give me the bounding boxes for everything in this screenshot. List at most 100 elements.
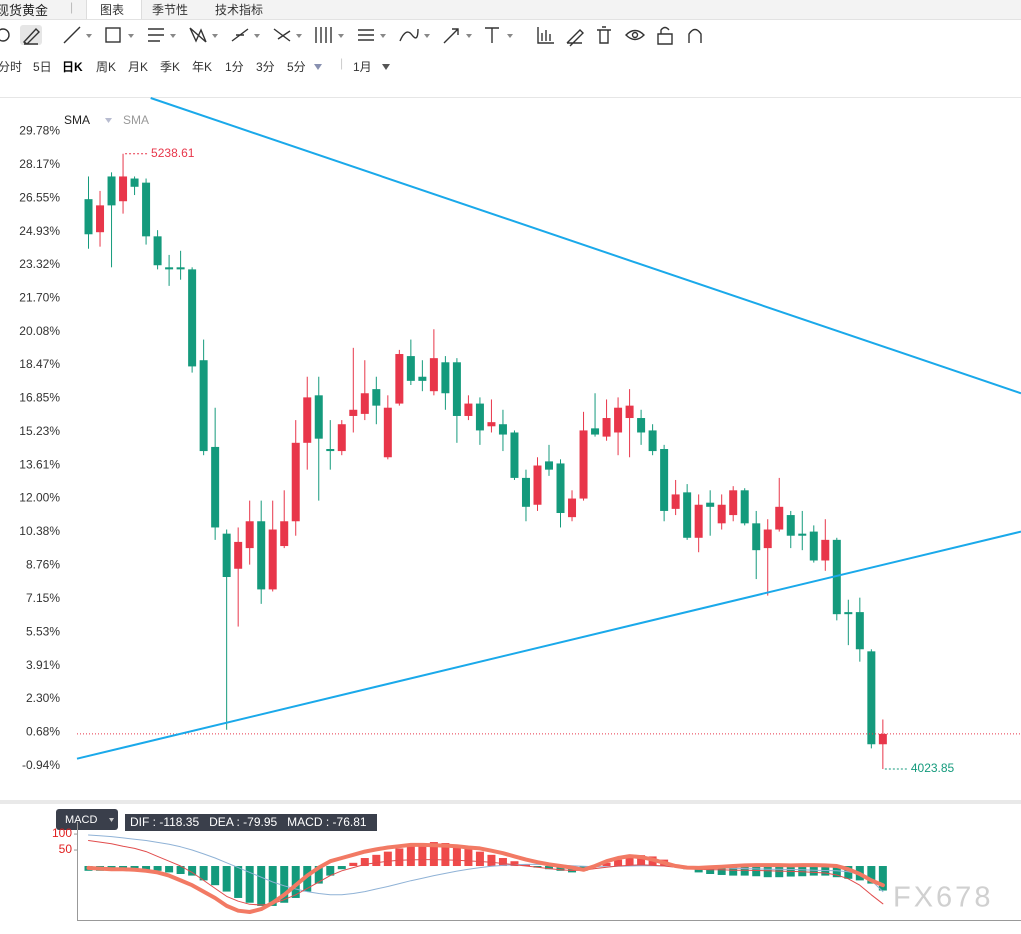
tab[interactable]: 技术指标 — [215, 3, 264, 17]
tab[interactable]: 图表 — [100, 3, 125, 17]
tab[interactable]: 季节性 — [152, 3, 189, 17]
candle-body — [878, 733, 887, 745]
period-dropdown[interactable] — [313, 62, 323, 72]
period[interactable]: 1分 — [225, 60, 244, 74]
candle-body — [510, 432, 519, 478]
tool-icon[interactable] — [399, 28, 419, 42]
macd-bar — [165, 866, 174, 873]
macd-bar — [176, 866, 185, 874]
candle-body — [291, 442, 300, 522]
pane-divider — [0, 800, 1021, 804]
candle-body — [867, 651, 876, 745]
candle-body — [142, 182, 151, 237]
y-tick-label: 5.53% — [26, 624, 60, 638]
macd-bar — [464, 848, 473, 867]
period[interactable]: 5分 — [287, 60, 306, 74]
y-tick-label: 10.38% — [19, 524, 60, 538]
macd-bar — [556, 866, 565, 871]
candle-body — [372, 389, 381, 406]
macd-bar — [545, 866, 553, 870]
y-tick-label: 0.68% — [26, 724, 60, 738]
y-tick-label: 29.78% — [19, 124, 60, 138]
period[interactable]: 3分 — [256, 60, 275, 74]
candle-body — [579, 430, 588, 499]
candle-body — [775, 506, 784, 530]
macd-bar — [729, 866, 738, 876]
macd-dropdown[interactable] — [109, 818, 114, 822]
y-tick-label: 12.00% — [19, 491, 60, 505]
y-tick-label: 15.23% — [19, 424, 60, 438]
candle-body — [614, 407, 623, 433]
macd-bar — [867, 866, 876, 884]
high-label: 5238.61 — [151, 146, 195, 160]
macd-bar — [521, 864, 530, 867]
tool-icon[interactable] — [231, 28, 249, 42]
tool-icon[interactable] — [189, 27, 207, 43]
macd-info: DIF : -118.35 DEA : -79.95 MACD : -76.81 — [130, 815, 367, 829]
period[interactable]: 1月 — [353, 60, 372, 74]
macd-bar — [383, 851, 392, 867]
y-tick-label: 13.61% — [19, 457, 60, 471]
tab-divider: | — [70, 0, 74, 14]
period-active[interactable]: 日K — [62, 60, 83, 74]
candle-body — [706, 502, 715, 507]
tool-icon[interactable] — [273, 28, 291, 42]
macd-bar — [222, 866, 231, 892]
macd-bar — [337, 866, 346, 870]
candle-body — [821, 539, 830, 561]
candle-body — [475, 403, 484, 431]
macd-bar — [844, 866, 853, 879]
period[interactable]: 分时 — [0, 60, 23, 74]
tool-icon[interactable] — [315, 27, 332, 43]
tool-icon[interactable] — [537, 27, 554, 44]
macd-bar — [786, 866, 795, 877]
y-tick-label: 7.15% — [26, 591, 60, 605]
tool-icon[interactable] — [63, 26, 81, 44]
macd-button[interactable] — [56, 809, 118, 830]
macd-bar — [96, 866, 105, 871]
tool-icon[interactable] — [148, 28, 164, 42]
macd-bar — [752, 866, 761, 877]
candle-body — [418, 376, 427, 381]
indicator-label[interactable]: SMA — [123, 113, 149, 127]
period[interactable]: 季K — [160, 60, 181, 74]
tool-icon[interactable] — [657, 26, 673, 45]
candle-body — [556, 463, 565, 514]
tool-icon[interactable] — [358, 29, 374, 41]
indicator-label[interactable]: SMA — [64, 113, 90, 127]
candle-body — [694, 504, 703, 538]
candle-body — [533, 465, 542, 505]
period-dropdown[interactable] — [381, 62, 391, 72]
candle-body — [452, 362, 461, 416]
macd-bar — [441, 843, 450, 867]
macd-bar — [614, 859, 623, 867]
tool-icon[interactable] — [22, 27, 40, 45]
tool-icon[interactable] — [688, 28, 702, 44]
tab-symbol[interactable]: 现货黄金 — [0, 3, 49, 18]
macd-bar — [245, 866, 254, 903]
tool-icon[interactable] — [597, 26, 611, 44]
period[interactable]: 周K — [96, 60, 117, 74]
tool-icon[interactable] — [0, 28, 10, 42]
period[interactable]: 月K — [128, 60, 149, 74]
candle-body — [395, 354, 404, 404]
macd-bar — [130, 866, 139, 870]
candle-body — [521, 477, 530, 507]
macd-bar — [199, 866, 208, 881]
tool-icon[interactable] — [625, 29, 645, 41]
tool-icon[interactable] — [105, 27, 121, 43]
period[interactable]: 年K — [192, 60, 213, 74]
indicator-dropdown[interactable] — [105, 118, 112, 123]
period[interactable]: 5日 — [33, 60, 52, 74]
tool-icon[interactable] — [485, 27, 499, 43]
candle-body — [487, 422, 496, 427]
candle-body — [671, 494, 680, 509]
tool-icon[interactable] — [443, 28, 459, 44]
tool-icon[interactable] — [566, 29, 584, 47]
candle-body — [268, 529, 277, 590]
macd-bar — [360, 858, 369, 867]
macd-label[interactable]: MACD — [65, 814, 97, 826]
candle-body — [130, 178, 139, 187]
candle-body — [441, 362, 450, 394]
tab-active-bg — [86, 0, 142, 19]
